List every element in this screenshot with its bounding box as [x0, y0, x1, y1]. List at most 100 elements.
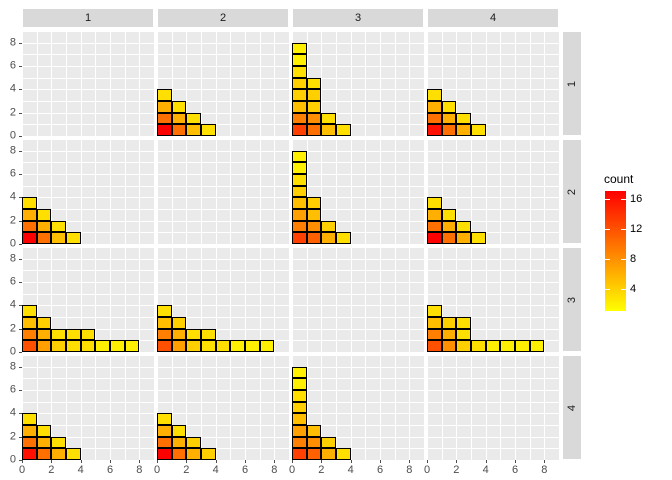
bin-cell[interactable] [321, 220, 336, 233]
panel-r2-c2[interactable] [157, 139, 289, 244]
bin-cell[interactable] [292, 54, 307, 66]
bin-cell[interactable] [201, 340, 216, 352]
bin-cell[interactable] [292, 209, 307, 221]
bin-cell[interactable] [36, 209, 52, 221]
bin-cell[interactable] [36, 328, 52, 341]
bin-cell[interactable] [336, 448, 351, 460]
bin-cell[interactable] [471, 340, 486, 352]
panel-r2-c4[interactable] [427, 139, 559, 244]
bin-cell[interactable] [259, 340, 275, 352]
bin-cell[interactable] [292, 401, 307, 414]
bin-cell[interactable] [22, 197, 37, 209]
bin-cell[interactable] [292, 150, 307, 163]
bin-cell[interactable] [157, 112, 172, 125]
bin-cell[interactable] [157, 436, 172, 449]
bin-cell[interactable] [22, 448, 37, 460]
bin-cell[interactable] [292, 448, 307, 460]
bin-cell[interactable] [456, 124, 471, 136]
bin-cell[interactable] [427, 340, 442, 352]
bin-cell[interactable] [292, 42, 307, 55]
bin-cell[interactable] [80, 328, 96, 341]
bin-cell[interactable] [22, 220, 37, 233]
bin-cell[interactable] [427, 209, 442, 221]
bin-cell[interactable] [51, 340, 66, 352]
panel-r3-c1[interactable] [22, 247, 154, 352]
bin-cell[interactable] [171, 317, 187, 329]
bin-cell[interactable] [292, 66, 307, 78]
bin-cell[interactable] [456, 340, 471, 352]
bin-cell[interactable] [22, 436, 37, 449]
bin-cell[interactable] [95, 340, 110, 352]
bin-cell[interactable] [66, 448, 81, 460]
bin-cell[interactable] [186, 436, 201, 449]
bin-cell[interactable] [292, 101, 307, 113]
bin-cell[interactable] [471, 124, 486, 136]
bin-cell[interactable] [292, 162, 307, 174]
bin-cell[interactable] [36, 220, 52, 233]
bin-cell[interactable] [306, 448, 322, 460]
bin-cell[interactable] [427, 197, 442, 209]
bin-cell[interactable] [201, 124, 216, 136]
bin-cell[interactable] [22, 425, 37, 437]
bin-cell[interactable] [22, 340, 37, 352]
bin-cell[interactable] [441, 101, 457, 113]
bin-cell[interactable] [186, 124, 201, 136]
bin-cell[interactable] [186, 328, 201, 341]
bin-cell[interactable] [157, 448, 172, 460]
bin-cell[interactable] [22, 209, 37, 221]
bin-cell[interactable] [22, 232, 37, 244]
bin-cell[interactable] [306, 77, 322, 90]
bin-cell[interactable] [292, 378, 307, 390]
bin-cell[interactable] [336, 124, 351, 136]
bin-cell[interactable] [51, 436, 66, 449]
bin-cell[interactable] [22, 328, 37, 341]
bin-cell[interactable] [321, 232, 336, 244]
bin-cell[interactable] [230, 340, 245, 352]
panel-r4-c4[interactable] [427, 355, 559, 460]
bin-cell[interactable] [427, 328, 442, 341]
panel-r1-c1[interactable] [22, 31, 154, 136]
bin-cell[interactable] [500, 340, 515, 352]
bin-cell[interactable] [245, 340, 260, 352]
bin-cell[interactable] [36, 436, 52, 449]
bin-cell[interactable] [292, 413, 307, 425]
bin-cell[interactable] [321, 436, 336, 449]
bin-cell[interactable] [292, 366, 307, 379]
bin-cell[interactable] [306, 89, 322, 101]
bin-cell[interactable] [427, 101, 442, 113]
bin-cell[interactable] [171, 340, 187, 352]
bin-cell[interactable] [471, 232, 486, 244]
bin-cell[interactable] [292, 174, 307, 186]
panel-r3-c4[interactable] [427, 247, 559, 352]
bin-cell[interactable] [36, 425, 52, 437]
bin-cell[interactable] [441, 317, 457, 329]
bin-cell[interactable] [171, 328, 187, 341]
bin-cell[interactable] [292, 197, 307, 209]
bin-cell[interactable] [427, 89, 442, 101]
bin-cell[interactable] [22, 317, 37, 329]
bin-cell[interactable] [292, 425, 307, 437]
bin-cell[interactable] [36, 317, 52, 329]
bin-cell[interactable] [201, 448, 216, 460]
bin-cell[interactable] [157, 317, 172, 329]
bin-cell[interactable] [306, 197, 322, 209]
bin-cell[interactable] [306, 220, 322, 233]
panel-r2-c1[interactable] [22, 139, 154, 244]
bin-cell[interactable] [186, 448, 201, 460]
bin-cell[interactable] [456, 232, 471, 244]
bin-cell[interactable] [306, 425, 322, 437]
bin-cell[interactable] [186, 340, 201, 352]
panel-r3-c3[interactable] [292, 247, 424, 352]
bin-cell[interactable] [441, 340, 457, 352]
bin-cell[interactable] [171, 124, 187, 136]
bin-cell[interactable] [456, 220, 471, 233]
panel-r1-c2[interactable] [157, 31, 289, 136]
bin-cell[interactable] [427, 124, 442, 136]
bin-cell[interactable] [157, 328, 172, 341]
bin-cell[interactable] [427, 112, 442, 125]
bin-cell[interactable] [157, 340, 172, 352]
bin-cell[interactable] [292, 89, 307, 101]
bin-cell[interactable] [292, 220, 307, 233]
bin-cell[interactable] [321, 124, 336, 136]
bin-cell[interactable] [292, 124, 307, 136]
